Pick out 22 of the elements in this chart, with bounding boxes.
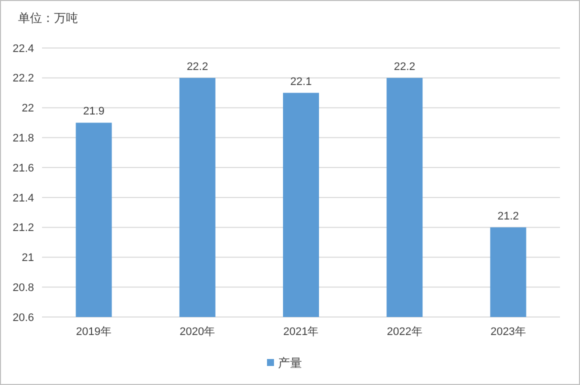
x-tick-label: 2020年 [180, 326, 216, 338]
y-tick-label: 20.6 [12, 312, 34, 324]
y-tick-label: 22.2 [12, 72, 34, 85]
x-tick-label: 2019年 [76, 326, 112, 338]
y-tick-label: 21 [22, 252, 34, 264]
y-axis-title: 单位：万吨 [18, 11, 78, 25]
x-tick-label: 2023年 [490, 326, 526, 338]
data-label: 21.2 [497, 210, 519, 222]
y-tick-label: 22.4 [12, 42, 34, 55]
x-tick-label: 2021年 [283, 326, 319, 338]
y-tick-label: 20.8 [12, 282, 34, 294]
legend-label: 产量 [278, 356, 302, 370]
data-label: 21.9 [83, 106, 105, 118]
y-tick-label: 21.8 [12, 132, 34, 145]
y-tick-label: 21.2 [12, 222, 34, 234]
data-label: 22.2 [186, 60, 208, 73]
data-label: 22.1 [290, 76, 312, 88]
x-tick-label: 2022年 [386, 326, 422, 338]
y-tick-label: 21.6 [12, 162, 34, 174]
y-tick-label: 22 [22, 102, 34, 115]
data-label: 22.2 [394, 60, 416, 73]
y-tick-label: 21.4 [12, 192, 34, 204]
